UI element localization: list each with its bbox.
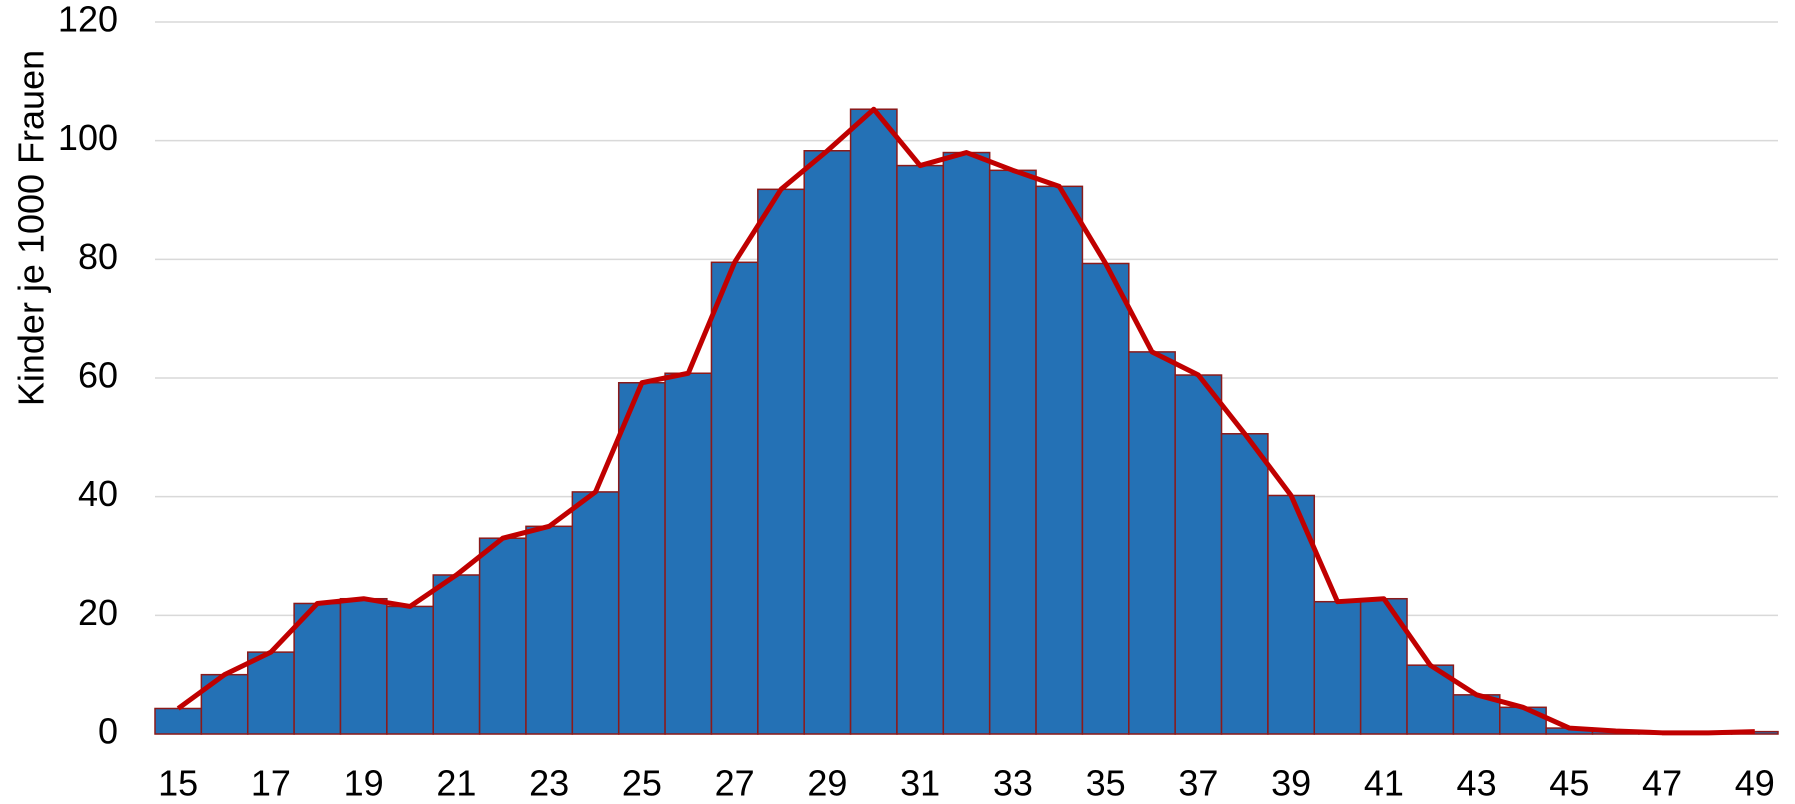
bar <box>386 605 434 735</box>
x-tick-label: 27 <box>715 763 755 804</box>
x-tick-label: 31 <box>900 763 940 804</box>
x-tick-label: 45 <box>1549 763 1589 804</box>
bar <box>757 188 805 735</box>
bar <box>896 164 945 735</box>
x-tick-label: 25 <box>622 763 662 804</box>
bar <box>617 381 666 735</box>
bar <box>664 372 713 735</box>
x-tick-label: 23 <box>529 763 569 804</box>
bar <box>154 707 203 735</box>
x-tick-label: 47 <box>1642 763 1682 804</box>
x-tick-label: 19 <box>344 763 384 804</box>
bar <box>988 169 1037 735</box>
bar <box>200 673 249 735</box>
bar <box>525 525 574 735</box>
bar <box>339 597 388 735</box>
x-tick-label: 17 <box>251 763 291 804</box>
x-tick-label: 39 <box>1271 763 1311 804</box>
x-tick-label: 15 <box>158 763 198 804</box>
line <box>176 106 1755 736</box>
bar <box>1128 351 1176 735</box>
bar <box>710 261 759 735</box>
y-tick-label: 60 <box>78 355 118 396</box>
x-tick-label: 37 <box>1178 763 1218 804</box>
bar <box>1035 185 1084 735</box>
bar <box>571 491 620 735</box>
bar <box>478 537 527 735</box>
y-tick-label: 0 <box>98 711 118 752</box>
bar <box>942 151 991 735</box>
y-tick-label: 80 <box>78 236 118 277</box>
x-tick-label: 43 <box>1457 763 1497 804</box>
y-tick-label: 20 <box>78 592 118 633</box>
bar <box>432 574 481 735</box>
x-tick-label: 35 <box>1086 763 1126 804</box>
x-tick-label: 49 <box>1735 763 1775 804</box>
bar <box>1313 600 1362 735</box>
bar <box>1359 597 1408 735</box>
bar <box>1499 706 1547 735</box>
x-tick-label: 33 <box>993 763 1033 804</box>
bar <box>293 602 342 735</box>
bar <box>1220 433 1269 735</box>
y-axis-title: Kinder je 1000 Frauen <box>11 50 52 406</box>
bar <box>1174 374 1223 735</box>
y-tick-label: 120 <box>58 0 118 40</box>
bar <box>803 150 852 735</box>
bar <box>246 651 295 735</box>
bar <box>1081 262 1130 735</box>
x-tick-label: 21 <box>436 763 476 804</box>
y-tick-label: 40 <box>78 473 118 514</box>
bar <box>849 108 898 735</box>
y-tick-label: 100 <box>58 117 118 158</box>
x-tick-label: 29 <box>807 763 847 804</box>
x-tick-label: 41 <box>1364 763 1404 804</box>
